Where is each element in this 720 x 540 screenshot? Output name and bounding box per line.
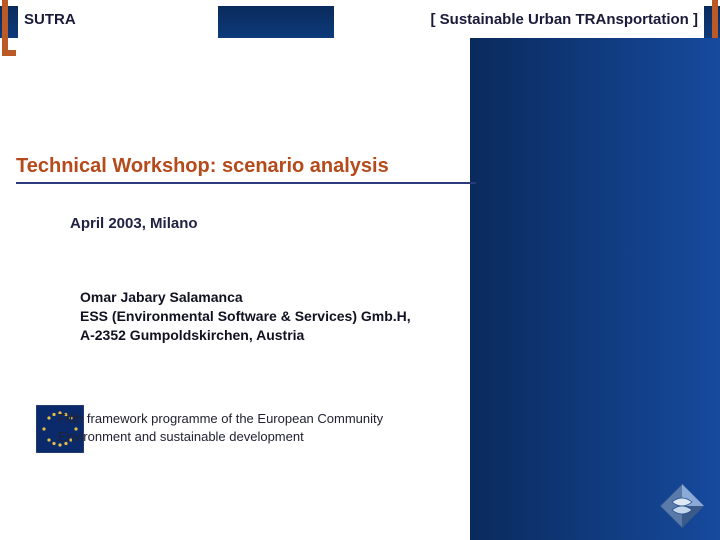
main-title: Technical Workshop: scenario analysis [16, 155, 476, 184]
author-address: A-2352 Gumpoldskirchen, Austria [80, 326, 411, 345]
header-expansion: [ Sustainable Urban TRAnsportation ] [430, 11, 698, 28]
programme-line1: Fifth framework programme of the Europea… [58, 410, 383, 428]
date-place: April 2003, Milano [70, 215, 198, 232]
header-acronym: SUTRA [24, 11, 76, 28]
author-name: Omar Jabary Salamanca [80, 288, 411, 307]
author-block: Omar Jabary Salamanca ESS (Environmental… [80, 288, 411, 345]
side-panel [470, 38, 720, 540]
author-org: ESS (Environmental Software & Services) … [80, 307, 411, 326]
ess-logo-icon [654, 478, 710, 534]
title-area: Technical Workshop: scenario analysis [16, 155, 476, 184]
programme-line2: Environment and sustainable development [58, 428, 383, 446]
bracket-left-icon [2, 0, 16, 56]
programme-block: Fifth framework programme of the Europea… [58, 410, 383, 445]
